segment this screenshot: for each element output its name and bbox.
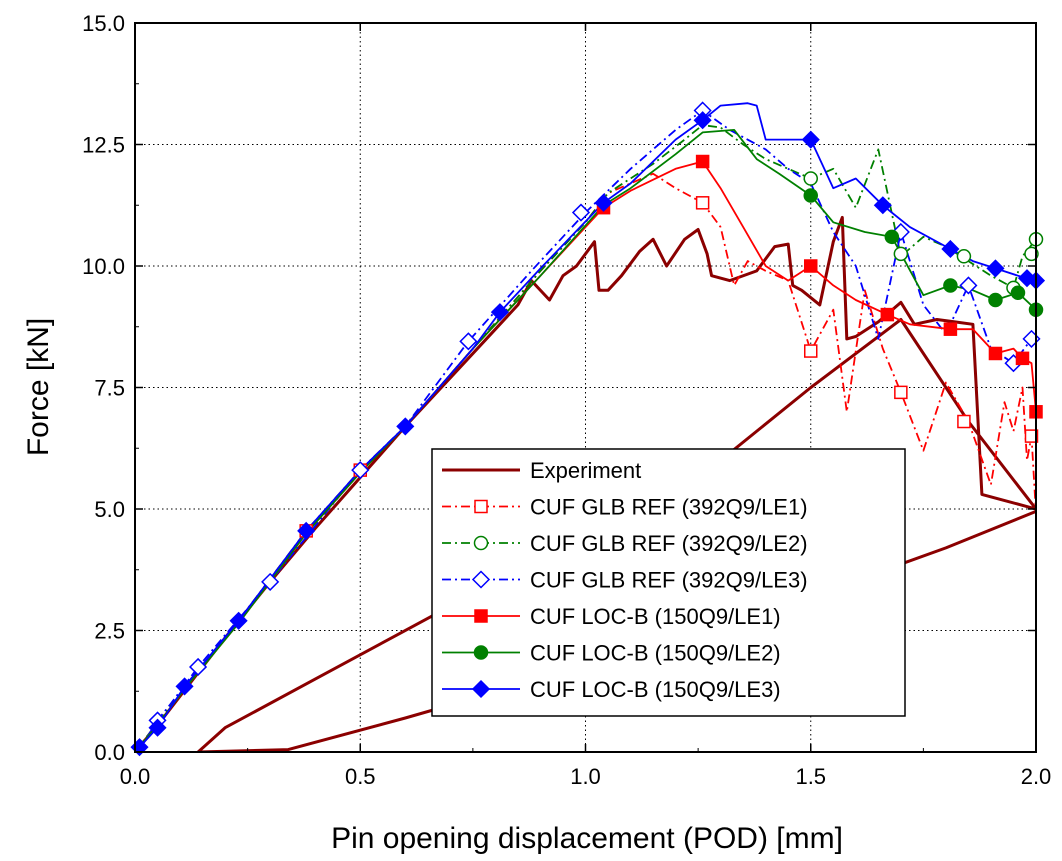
legend-label-4: CUF GLB REF (392Q9/LE3) [530,568,808,593]
series-7-marker [148,718,167,737]
legend-marker-2 [474,499,488,514]
series-3-marker [1024,246,1039,262]
series-4-marker [189,657,208,677]
series-4-marker [571,203,591,222]
x-tick-label: 1.0 [570,764,601,789]
series-3-marker [956,249,972,264]
x-tick-label: 0.0 [120,764,151,789]
series-7-marker [175,677,194,696]
y-tick-label: 5.0 [94,497,125,522]
series-7-marker [396,417,415,436]
series-6-marker [1010,285,1026,300]
series-5-marker [880,307,895,322]
series-3-marker [803,171,818,186]
legend-label-6: CUF LOC-B (150Q9/LE2) [530,641,781,666]
series-6-marker [884,229,900,245]
y-tick-label: 0.0 [94,740,125,765]
series-7-marker [594,193,613,212]
series-7-marker [490,303,509,322]
series-7-marker [873,196,892,215]
series-4-marker [261,572,280,591]
y-tick-label: 2.5 [94,619,125,644]
series-3-marker [893,246,909,262]
marker-layer [130,101,1046,757]
legend-marker-7 [471,679,491,699]
legend-marker-4 [471,570,491,589]
series-6-marker [943,278,958,293]
y-axis-title: Force [kN] [22,318,55,456]
series-7-marker [693,111,712,130]
series-2-marker [804,344,818,358]
series-2-marker [695,196,710,210]
series-5-marker [988,346,1003,361]
series-5-marker [695,154,710,169]
series-5-marker [943,322,958,336]
x-axis-title: Pin opening displacement (POD) [mm] [331,822,843,855]
series-4-marker [1022,329,1041,348]
series-7-marker [941,239,960,259]
series-7-marker [986,259,1005,278]
series-7-marker [229,611,248,630]
y-tick-label: 7.5 [94,376,125,401]
y-tick-label: 10.0 [82,254,125,279]
legend: Experiment CUF GLB REF (392Q9/LE1) CUF GLB… [431,448,906,717]
legend-label-1: Experiment [530,458,641,483]
legend-marker-3 [473,535,489,551]
series-5-marker [1015,351,1030,366]
series-6-marker [988,292,1003,308]
axis-ticks: 0.0 0.5 1.0 1.5 2.0 0.0 2.5 5.0 7.5 10.0 12.5 15.0 [82,11,1051,789]
y-tick-label: 12.5 [82,133,125,158]
legend-marker-6 [473,645,489,660]
series-7-marker [801,130,820,149]
x-tick-label: 2.0 [1021,764,1052,789]
legend-box [431,448,906,717]
legend-label-2: CUF GLB REF (392Q9/LE1) [530,495,808,520]
legend-label-7: CUF LOC-B (150Q9/LE3) [530,677,781,702]
series-4-marker [351,461,370,480]
series-6-marker [803,188,818,203]
series-2-marker [894,385,908,400]
y-tick-label: 15.0 [82,11,125,36]
series-2-marker [1024,429,1039,443]
x-tick-label: 0.5 [345,764,376,789]
series-2-marker [957,414,971,429]
legend-label-3: CUF GLB REF (392Q9/LE2) [530,531,808,556]
legend-label-5: CUF LOC-B (150Q9/LE1) [530,604,781,629]
series-4-marker [459,332,478,351]
x-tick-label: 1.5 [795,764,826,789]
series-7-marker [297,521,316,540]
series-5-marker [804,259,818,273]
series-4-marker [959,276,978,295]
legend-marker-5 [474,609,488,623]
series-line-4 [135,109,1036,752]
